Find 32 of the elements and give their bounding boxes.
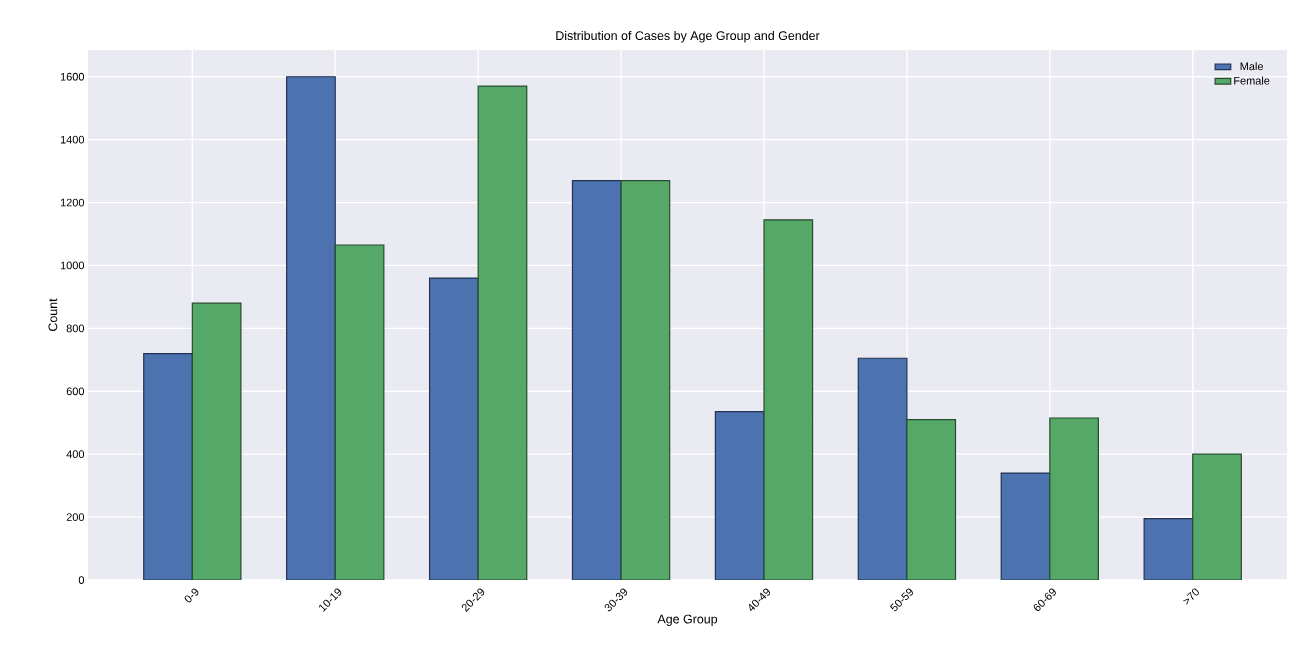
y-axis-title: Count — [48, 298, 58, 331]
y-tick-label: 1200 — [60, 198, 85, 207]
bar — [1000, 472, 1051, 580]
y-tick-label: 800 — [66, 324, 85, 333]
y-tick-label: 1400 — [60, 135, 85, 144]
legend-label: Male — [1240, 62, 1263, 71]
y-tick-label: 1000 — [60, 261, 85, 270]
bar — [428, 277, 479, 580]
bar — [1049, 417, 1099, 580]
legend-label: Female — [1234, 76, 1270, 85]
bar — [191, 302, 242, 580]
bar — [714, 411, 765, 580]
chart-title: Distribution of Cases by Age Group and Gender — [556, 30, 820, 43]
bar — [477, 85, 528, 580]
bar — [286, 76, 336, 580]
bar — [857, 357, 908, 580]
x-tick-label: 0-9 — [184, 588, 199, 603]
bar — [763, 219, 814, 580]
y-tick-label: 1600 — [60, 72, 85, 81]
y-tick-label: 200 — [66, 513, 85, 521]
bar — [620, 179, 671, 580]
x-tick-label: >70 — [1182, 588, 1199, 605]
bar — [1143, 518, 1194, 580]
bar — [334, 244, 385, 580]
y-tick-label: 0 — [78, 576, 85, 584]
y-tick-label: 400 — [66, 450, 85, 459]
bar — [143, 352, 193, 580]
bar — [571, 179, 622, 580]
bar — [1192, 453, 1242, 580]
y-tick-label: 600 — [66, 387, 85, 396]
bar — [906, 418, 957, 580]
x-axis-title: Age Group — [657, 614, 718, 626]
